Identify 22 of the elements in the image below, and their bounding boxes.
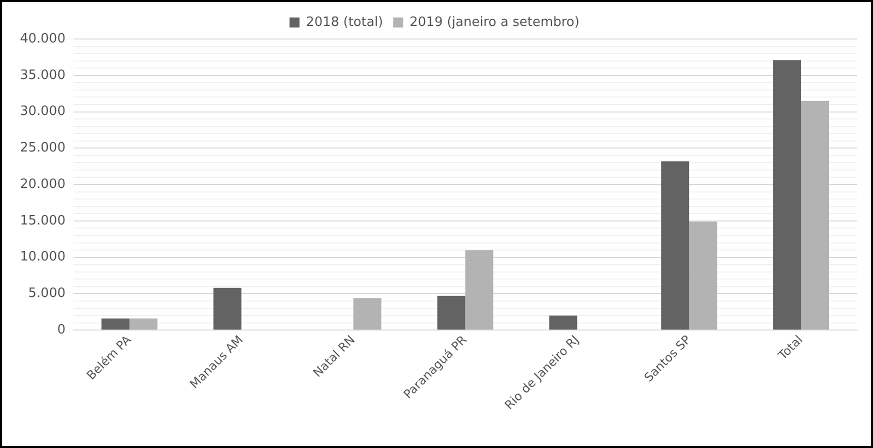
bar (465, 250, 494, 330)
bar (101, 318, 130, 330)
bar (661, 161, 690, 330)
y-tick-label: 5.000 (28, 286, 66, 302)
y-tick-label: 40.000 (20, 31, 66, 46)
y-tick-label: 30.000 (20, 104, 66, 120)
bar (437, 296, 466, 330)
bar (801, 100, 830, 330)
y-tick-label: 0 (57, 322, 66, 338)
bar (773, 60, 802, 330)
y-tick-label: 35.000 (20, 68, 66, 83)
bar (689, 222, 718, 330)
bar (353, 298, 382, 330)
legend-label: 2019 (janeiro a setembro) (410, 14, 580, 30)
bar (129, 318, 158, 330)
y-tick-label: 15.000 (20, 213, 66, 228)
y-tick-label: 25.000 (20, 140, 66, 156)
legend-label: 2018 (total) (306, 14, 384, 30)
y-tick-label: 20.000 (20, 176, 66, 192)
bar (213, 288, 242, 330)
bar (549, 316, 578, 330)
y-tick-label: 10.000 (20, 250, 66, 265)
